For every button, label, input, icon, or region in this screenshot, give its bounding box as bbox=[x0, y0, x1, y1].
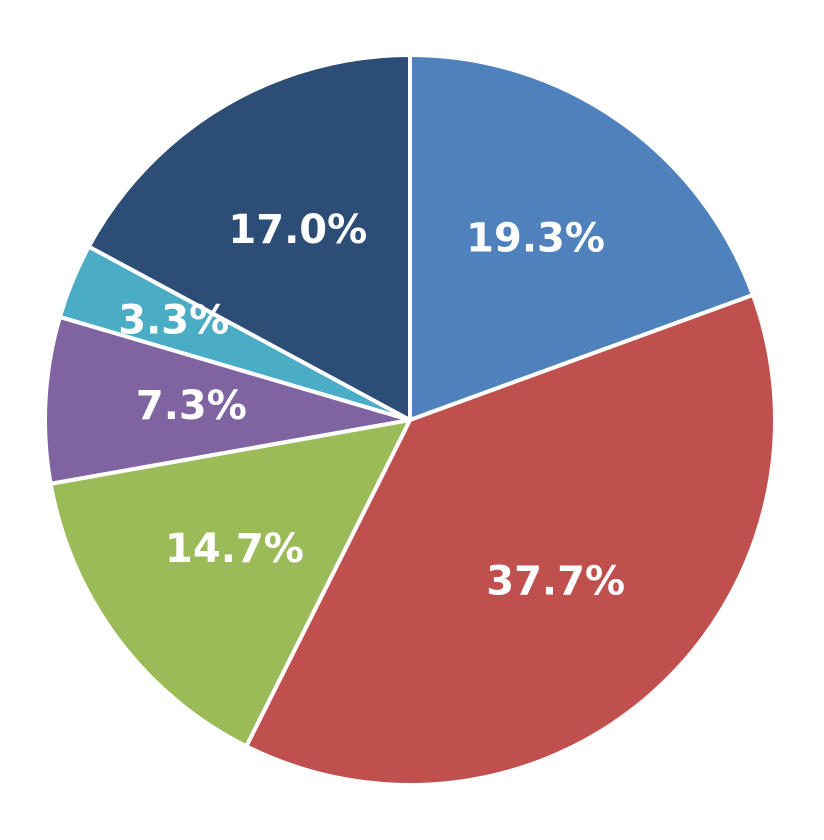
pie-slice bbox=[43, 314, 412, 486]
data-label: 7.3% bbox=[136, 383, 247, 429]
data-label: 37.7% bbox=[486, 559, 625, 605]
data-label: 17.0% bbox=[228, 207, 367, 253]
data-label: 19.3% bbox=[466, 216, 605, 262]
pie-slice bbox=[86, 53, 412, 422]
pie-slice bbox=[48, 418, 412, 749]
pie-slice bbox=[244, 292, 777, 787]
pie-slice bbox=[408, 53, 755, 422]
data-label: 14.7% bbox=[165, 526, 304, 572]
data-label: 3.3% bbox=[118, 298, 229, 344]
